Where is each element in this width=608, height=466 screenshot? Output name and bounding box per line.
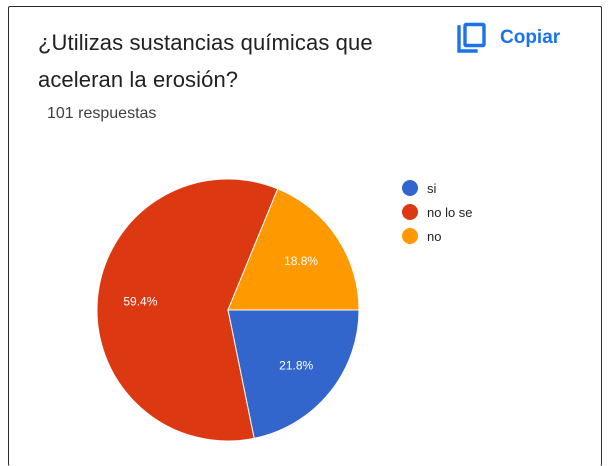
legend-label-no: no [427, 228, 442, 244]
legend-item-no: no [402, 224, 473, 248]
response-count: 101 respuestas [47, 105, 157, 122]
question-title: ¿Utilizas sustancias químicas que aceler… [38, 30, 373, 92]
pie-slice-si [227, 309, 360, 439]
copy-button[interactable]: Copiar [456, 20, 560, 56]
legend-label-no-lo-se: no lo se [427, 204, 473, 220]
legend-item-no-lo-se: no lo se [402, 200, 473, 224]
chart-legend: si no lo se no [402, 176, 473, 248]
pie-slice-no [227, 188, 360, 311]
pie-label-si: 21.8% [279, 359, 313, 373]
copy-icon [457, 22, 486, 53]
legend-item-si: si [402, 176, 473, 200]
copy-label: Copiar [500, 27, 561, 48]
pie-slice-no-lo-se [96, 178, 279, 442]
pie-label-no-lo-se: 59.4% [123, 295, 157, 309]
pie-label-no: 18.8% [284, 254, 318, 268]
legend-swatch-no-lo-se [402, 204, 418, 220]
legend-label-si: si [427, 180, 437, 196]
legend-swatch-si [402, 180, 418, 196]
legend-swatch-no [402, 228, 418, 244]
